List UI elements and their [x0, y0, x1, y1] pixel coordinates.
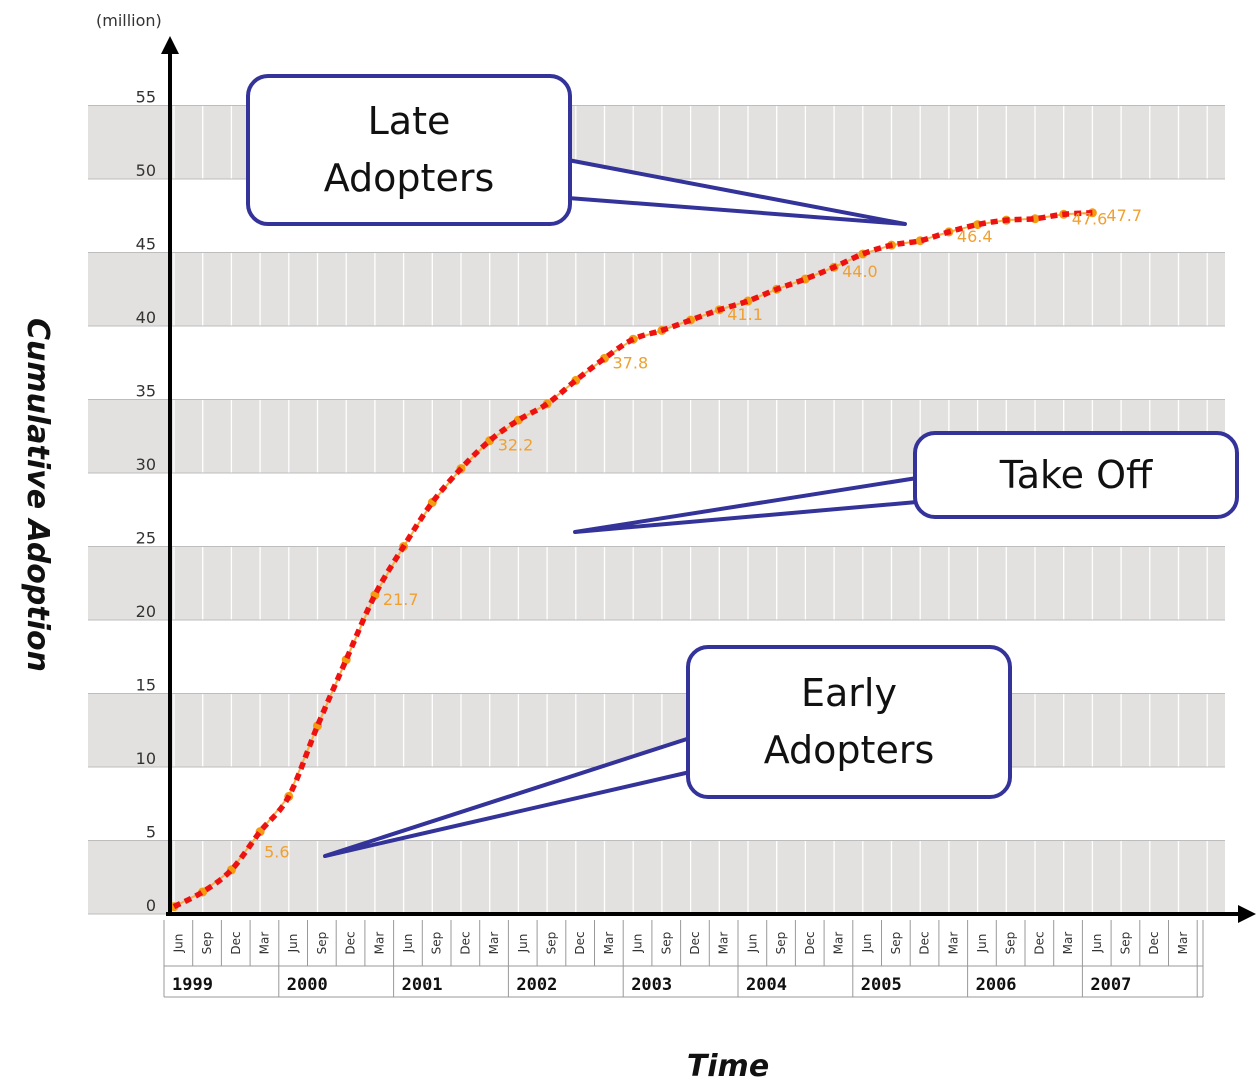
month-tick-label: Mar: [946, 932, 960, 955]
month-tick-label: Mar: [1061, 932, 1075, 955]
callout-take-off: Take Off: [913, 431, 1239, 519]
month-tick-label: Mar: [602, 932, 616, 955]
unit-label: (million): [96, 11, 162, 30]
x-axis-arrow: [1238, 905, 1256, 923]
callout-early-line-1: Early: [801, 671, 897, 715]
month-tick-label: Mar: [372, 932, 386, 955]
month-tick-label: Mar: [257, 932, 271, 955]
month-tick-label: Mar: [717, 932, 731, 955]
month-tick-label: Sep: [1118, 932, 1132, 955]
month-tick-label: Dec: [573, 931, 587, 954]
callout-early-adopters: Early Adopters: [686, 645, 1012, 799]
data-label: 47.7: [1106, 206, 1142, 225]
month-tick-label: Sep: [315, 932, 329, 955]
year-tick-label: 2007: [1090, 975, 1131, 995]
data-labels: 5.6 21.7 32.2 37.8 41.1 44.0 46.4 47.6 47.7: [264, 206, 1142, 862]
pointer-take-off: [573, 476, 919, 534]
y-tick-label: 50: [136, 161, 156, 180]
y-tick-label: 35: [136, 382, 156, 401]
month-tick-label: Jun: [745, 934, 759, 954]
axes: [161, 36, 1256, 923]
month-tick-label: Jun: [1090, 934, 1104, 954]
month-tick-label: Jun: [401, 934, 415, 954]
y-tick-label: 40: [136, 308, 156, 327]
data-label: 21.7: [383, 590, 419, 609]
y-axis-arrow: [161, 36, 179, 54]
year-tick-label: 2003: [631, 975, 672, 995]
year-tick-label: 2001: [402, 975, 443, 995]
callout-early-line-2: Adopters: [763, 728, 935, 772]
callout-late-adopters: Late Adopters: [246, 74, 572, 226]
y-tick-label: 25: [136, 529, 156, 548]
trend-line: [172, 210, 1093, 910]
data-label: 5.6: [264, 843, 289, 862]
year-tick-label: 2004: [746, 975, 787, 995]
band-0: [88, 840, 1225, 914]
y-tick-labels: 0 5 10 15 20 25 30 35 40 45 50 55: [136, 88, 156, 916]
month-tick-label: Sep: [544, 932, 558, 955]
data-label: 44.0: [842, 262, 878, 281]
month-tick-label: Jun: [631, 934, 645, 954]
year-tick-label: 2002: [516, 975, 557, 995]
data-label: 41.1: [727, 305, 763, 324]
month-tick-label: Jun: [975, 934, 989, 954]
data-label: 37.8: [613, 353, 649, 372]
x-axis-label-box: [163, 920, 1204, 998]
y-tick-label: 55: [136, 88, 156, 107]
month-tick-label: Dec: [688, 931, 702, 954]
data-label: 46.4: [957, 227, 993, 246]
month-tick-label: Dec: [458, 931, 472, 954]
x-axis-title: Time: [687, 1049, 769, 1084]
month-tick-label: Dec: [1147, 931, 1161, 954]
year-tick-label: 2000: [287, 975, 328, 995]
band-40: [88, 252, 1225, 326]
month-tick-label: Dec: [344, 931, 358, 954]
month-tick-label: Dec: [1032, 931, 1046, 954]
data-label: 32.2: [498, 436, 534, 455]
month-tick-label: Dec: [918, 931, 932, 954]
callout-late-line-2: Adopters: [323, 156, 495, 200]
month-tick-label: Jun: [286, 934, 300, 954]
y-tick-label: 0: [146, 896, 156, 915]
y-axis-title: Cumulative Adoption: [20, 318, 55, 672]
adoption-series: [169, 208, 1097, 912]
month-tick-label: Mar: [487, 932, 501, 955]
callout-late-line-1: Late: [367, 99, 451, 143]
month-tick-label: Mar: [831, 932, 845, 955]
month-tick-label: Jun: [516, 934, 530, 954]
year-tick-label: 1999: [172, 975, 213, 995]
y-tick-label: 15: [136, 676, 156, 695]
month-tick-label: Mar: [1176, 932, 1190, 955]
month-tick-labels: Jun Sep Dec Mar Jun Sep Dec Mar Jun Sep Dec Mar Jun S…: [171, 931, 1190, 955]
month-tick-label: Dec: [229, 931, 243, 954]
month-tick-label: Sep: [430, 932, 444, 955]
month-tick-label: Jun: [860, 934, 874, 954]
y-tick-label: 5: [146, 823, 156, 842]
year-tick-label: 2005: [861, 975, 902, 995]
y-tick-label: 20: [136, 602, 156, 621]
month-tick-label: Sep: [200, 932, 214, 955]
month-tick-label: Sep: [659, 932, 673, 955]
y-tick-label: 30: [136, 455, 156, 474]
month-tick-label: Dec: [803, 931, 817, 954]
month-tick-label: Sep: [774, 932, 788, 955]
y-tick-label: 45: [136, 235, 156, 254]
data-label: 47.6: [1072, 209, 1108, 228]
month-tick-label: Jun: [171, 934, 185, 954]
band-20: [88, 546, 1225, 620]
month-tick-label: Sep: [889, 932, 903, 955]
y-tick-label: 10: [136, 749, 156, 768]
month-tick-label: Sep: [1004, 932, 1018, 955]
year-tick-labels: 1999 2000 2001 2002 2003 2004 2005 2006 2007: [172, 975, 1131, 995]
year-tick-label: 2006: [976, 975, 1017, 995]
callout-takeoff-line-1: Take Off: [999, 452, 1153, 497]
